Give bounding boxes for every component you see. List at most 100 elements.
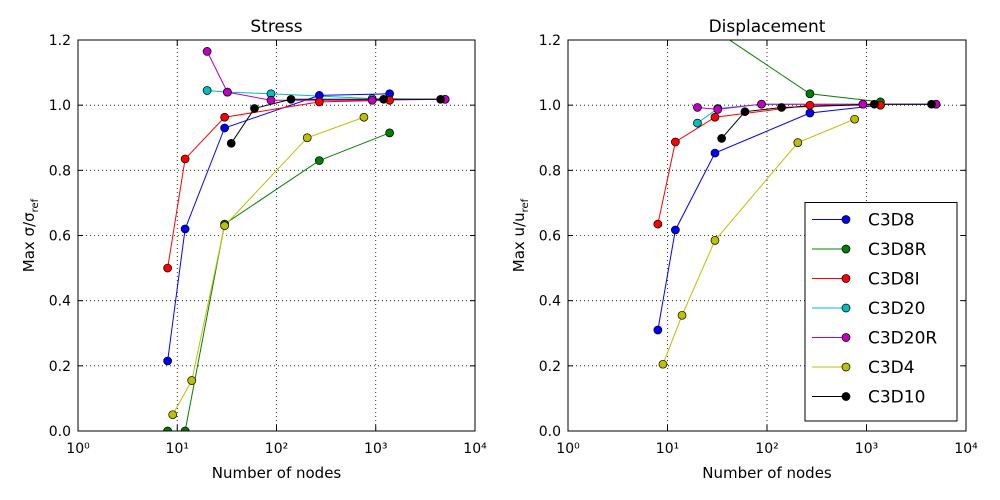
marker — [777, 103, 786, 112]
x-tick-label: 10¹ — [656, 441, 679, 457]
plot-area — [653, 40, 941, 369]
x-tick-label: 10² — [265, 441, 288, 457]
marker — [314, 97, 324, 107]
marker — [180, 224, 190, 234]
series-line — [728, 40, 881, 103]
marker — [180, 426, 190, 431]
y-tick-label: 0.2 — [539, 359, 561, 375]
x-tick-label: 10¹ — [166, 441, 189, 457]
marker — [740, 107, 750, 117]
legend-marker — [841, 274, 851, 283]
y-tick-label: 1.0 — [539, 98, 561, 114]
marker — [163, 426, 172, 431]
marker — [385, 128, 394, 138]
y-tick-label: 0.0 — [49, 424, 71, 440]
axes-frame — [567, 39, 967, 432]
x-axis-label: Number of nodes — [702, 464, 832, 482]
marker — [658, 359, 668, 369]
y-tick-label: 0.8 — [49, 163, 71, 179]
marker — [250, 104, 259, 113]
marker — [168, 410, 178, 420]
y-tick-label: 1.2 — [539, 33, 561, 49]
y-tick-label: 1.2 — [49, 33, 71, 49]
marker — [302, 133, 312, 143]
marker — [717, 134, 726, 143]
marker — [220, 221, 229, 231]
marker — [314, 156, 324, 165]
marker — [220, 123, 229, 133]
marker — [220, 112, 229, 122]
axes-frame — [77, 39, 476, 432]
marker — [805, 108, 815, 118]
legend-marker — [841, 215, 851, 224]
marker — [693, 103, 702, 112]
plot-area — [163, 47, 450, 431]
legend-label: C3D20 — [868, 299, 925, 319]
marker — [671, 137, 680, 147]
marker — [223, 87, 232, 97]
marker — [713, 105, 723, 114]
legend-box — [804, 202, 958, 422]
marker — [163, 263, 172, 273]
legend-label: C3D10 — [868, 388, 925, 408]
marker — [379, 94, 388, 104]
legend-label: C3D8I — [868, 270, 920, 290]
legend-label: C3D4 — [868, 358, 915, 378]
x-tick-label: 10⁰ — [66, 441, 90, 457]
marker — [653, 219, 663, 229]
marker — [202, 47, 212, 56]
y-tick-label: 0.4 — [539, 294, 561, 310]
marker — [671, 225, 680, 235]
marker — [805, 89, 815, 99]
y-axis-label-main: Max σ/σ — [20, 212, 38, 272]
marker — [187, 376, 197, 385]
marker — [710, 236, 720, 245]
marker — [757, 99, 766, 109]
marker — [180, 154, 190, 164]
marker — [858, 99, 868, 109]
marker — [850, 114, 859, 124]
marker — [359, 112, 369, 122]
legend-marker — [841, 392, 851, 401]
marker — [677, 310, 687, 320]
x-tick-label: 10⁴ — [954, 441, 978, 457]
marker — [266, 95, 276, 105]
x-tick-label: 10⁰ — [556, 441, 580, 457]
legend-marker — [841, 362, 851, 372]
y-axis-label: Max u/uref — [510, 198, 531, 272]
marker — [286, 94, 296, 104]
y-axis-label-sub: ref — [30, 198, 41, 212]
marker — [710, 148, 720, 158]
x-tick-label: 10³ — [855, 441, 878, 457]
legend-label: C3D8 — [868, 211, 915, 231]
marker — [163, 356, 172, 366]
marker — [367, 95, 377, 105]
y-tick-label: 1.0 — [49, 98, 71, 114]
x-tick-label: 10² — [755, 441, 778, 457]
legend-label: C3D8R — [868, 240, 927, 260]
marker — [226, 138, 236, 148]
legend-marker — [841, 244, 851, 254]
chart-title: Stress — [250, 17, 302, 37]
y-tick-label: 0.2 — [49, 359, 71, 375]
marker — [710, 112, 720, 122]
marker — [793, 138, 803, 147]
legend-marker — [841, 333, 851, 342]
y-tick-label: 0.8 — [539, 163, 561, 179]
x-axis-label: Number of nodes — [212, 464, 342, 482]
x-tick-label: 10⁴ — [463, 441, 487, 457]
x-tick-label: 10³ — [364, 441, 387, 457]
marker — [693, 118, 702, 128]
legend-label: C3D20R — [868, 329, 937, 349]
marker — [653, 325, 663, 335]
marker — [927, 99, 936, 109]
y-axis-label: Max σ/σref — [20, 198, 41, 272]
chart-title: Displacement — [709, 17, 826, 37]
y-axis-label-main: Max u/u — [510, 212, 528, 272]
marker — [870, 99, 879, 109]
y-axis-label-sub: ref — [520, 198, 531, 212]
marker — [202, 86, 212, 95]
y-tick-label: 0.4 — [49, 294, 71, 310]
y-tick-label: 0.6 — [49, 229, 71, 245]
